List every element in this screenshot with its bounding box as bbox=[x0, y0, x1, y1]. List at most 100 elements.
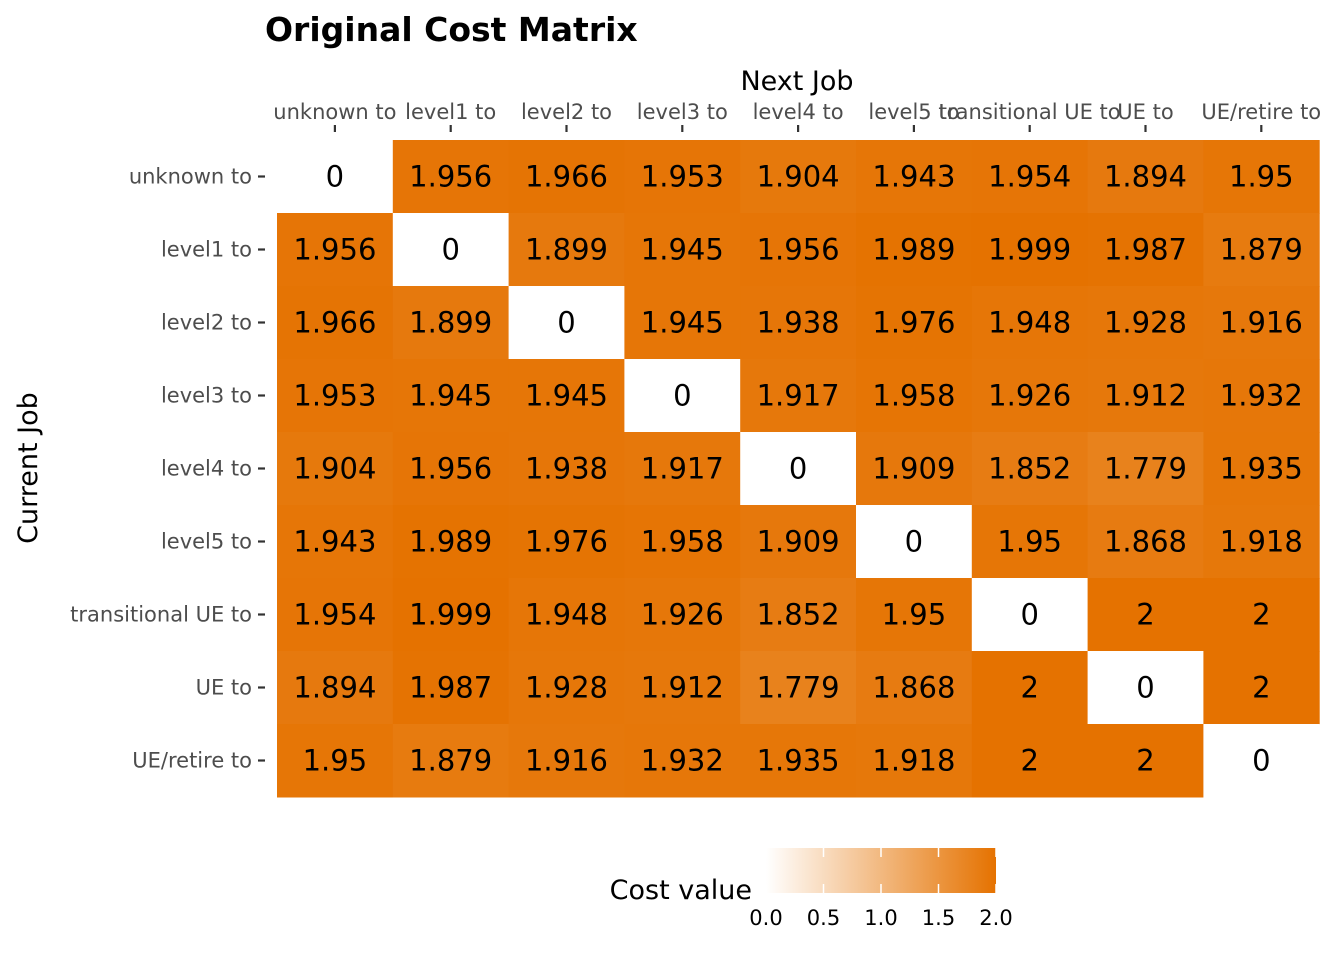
heatmap-cell bbox=[392, 724, 510, 798]
cell-value-label: 1.953 bbox=[641, 160, 724, 194]
heatmap-cell bbox=[277, 724, 394, 798]
y-axis-title: Current Job bbox=[13, 392, 44, 544]
cell-value-label: 1.932 bbox=[1220, 379, 1303, 413]
cell-value-label: 1.868 bbox=[872, 671, 955, 705]
heatmap-cell bbox=[971, 724, 1089, 798]
x-tick-label: unknown to bbox=[273, 100, 396, 124]
cell-value-label: 1.945 bbox=[525, 379, 608, 413]
cell-value-label: 1.935 bbox=[757, 744, 840, 778]
cell-value-label: 2 bbox=[1020, 671, 1038, 705]
cell-value-label: 1.954 bbox=[988, 160, 1071, 194]
heatmap-cell bbox=[624, 286, 741, 360]
cell-value-label: 2 bbox=[1252, 598, 1270, 632]
cell-value-label: 0 bbox=[557, 306, 575, 340]
heatmap-cell bbox=[1203, 651, 1320, 725]
cell-value-label: 1.976 bbox=[525, 525, 608, 559]
heatmap-cell bbox=[508, 651, 625, 725]
cell-value-label: 1.932 bbox=[641, 744, 724, 778]
cell-value-label: 1.868 bbox=[1104, 525, 1187, 559]
heatmap-cell bbox=[971, 359, 1089, 433]
legend-title: Cost value bbox=[610, 875, 752, 906]
heatmap-cell bbox=[624, 651, 741, 725]
x-tick-label: level4 to bbox=[753, 100, 844, 124]
heatmap-cell bbox=[740, 432, 857, 506]
cell-value-label: 1.926 bbox=[641, 598, 724, 632]
cell-value-label: 1.976 bbox=[872, 306, 955, 340]
heatmap-cell bbox=[1087, 724, 1204, 798]
cell-value-label: 1.918 bbox=[872, 744, 955, 778]
legend-ticks: 0.0 0.5 1.0 1.5 2.0 bbox=[749, 848, 1013, 930]
heatmap-cell bbox=[971, 140, 1089, 214]
heatmap-cell bbox=[277, 578, 394, 652]
cell-value-label: 1.916 bbox=[1220, 306, 1303, 340]
heatmap-cell bbox=[392, 286, 510, 360]
cell-value-label: 1.916 bbox=[525, 744, 608, 778]
cell-value-label: 1.958 bbox=[872, 379, 955, 413]
heatmap-cell bbox=[740, 213, 857, 287]
y-tick-label: level3 to bbox=[161, 384, 252, 408]
y-tick-label: UE to bbox=[196, 676, 252, 700]
x-tick-label: UE/retire to bbox=[1201, 100, 1321, 124]
cell-value-label: 2 bbox=[1136, 598, 1154, 632]
cell-value-label: 1.904 bbox=[293, 452, 376, 486]
heatmap-cell bbox=[856, 578, 973, 652]
heatmap-cell bbox=[1087, 140, 1204, 214]
cell-value-label: 1.987 bbox=[409, 671, 492, 705]
cell-value-label: 1.894 bbox=[293, 671, 376, 705]
heatmap-cell bbox=[740, 286, 857, 360]
heatmap-cell bbox=[856, 286, 973, 360]
x-tick-label: transitional UE to bbox=[939, 100, 1121, 124]
cell-value-label: 2 bbox=[1020, 744, 1038, 778]
cell-value-label: 1.918 bbox=[1220, 525, 1303, 559]
cell-value-label: 1.852 bbox=[988, 452, 1071, 486]
cell-value-label: 0 bbox=[326, 160, 344, 194]
y-tick-label: level4 to bbox=[161, 457, 252, 481]
chart-title: Original Cost Matrix bbox=[265, 10, 638, 49]
heatmap-cell bbox=[971, 432, 1089, 506]
heatmap-cell bbox=[392, 651, 510, 725]
heatmap-cell bbox=[971, 578, 1089, 652]
heatmap-cell bbox=[740, 724, 857, 798]
heatmap-cells bbox=[277, 140, 1320, 798]
cell-value-label: 1.954 bbox=[293, 598, 376, 632]
cell-value-label: 1.95 bbox=[1229, 160, 1294, 194]
y-tick-label: UE/retire to bbox=[132, 749, 252, 773]
cell-value-label: 0 bbox=[905, 525, 923, 559]
cell-value-label: 1.928 bbox=[1104, 306, 1187, 340]
x-axis-title: Next Job bbox=[740, 66, 853, 97]
heatmap-cell bbox=[508, 578, 625, 652]
legend-tick-label: 0.5 bbox=[807, 906, 840, 930]
heatmap-cell bbox=[740, 140, 857, 214]
heatmap-cell bbox=[856, 724, 973, 798]
cell-value-label: 1.938 bbox=[757, 306, 840, 340]
heatmap-cell bbox=[277, 286, 394, 360]
cell-value-label: 2 bbox=[1252, 671, 1270, 705]
heatmap-cell bbox=[1087, 286, 1204, 360]
cell-value-label: 0 bbox=[1020, 598, 1038, 632]
heatmap-cell bbox=[1087, 505, 1204, 579]
heatmap-cell bbox=[1203, 286, 1320, 360]
cell-value-label: 1.956 bbox=[409, 160, 492, 194]
cell-value-label: 1.899 bbox=[525, 233, 608, 267]
cell-value-label: 1.95 bbox=[997, 525, 1062, 559]
heatmap-cell bbox=[508, 505, 625, 579]
x-tick-label: level3 to bbox=[637, 100, 728, 124]
heatmap-cell bbox=[624, 432, 741, 506]
heatmap-cell bbox=[624, 359, 741, 433]
legend-tick-label: 2.0 bbox=[979, 906, 1012, 930]
heatmap-cell bbox=[740, 651, 857, 725]
cell-value-label: 1.899 bbox=[409, 306, 492, 340]
heatmap-cell bbox=[277, 140, 394, 214]
heatmap-cell bbox=[508, 359, 625, 433]
heatmap-cell bbox=[1087, 578, 1204, 652]
cell-value-label: 1.928 bbox=[525, 671, 608, 705]
heatmap-cell bbox=[392, 359, 510, 433]
cell-value-label: 1.879 bbox=[409, 744, 492, 778]
heatmap-cell bbox=[392, 213, 510, 287]
heatmap-cell bbox=[392, 432, 510, 506]
cell-value-label: 1.956 bbox=[293, 233, 376, 267]
heatmap-cell bbox=[1087, 651, 1204, 725]
cell-value-label: 1.917 bbox=[641, 452, 724, 486]
cell-value-label: 1.966 bbox=[293, 306, 376, 340]
